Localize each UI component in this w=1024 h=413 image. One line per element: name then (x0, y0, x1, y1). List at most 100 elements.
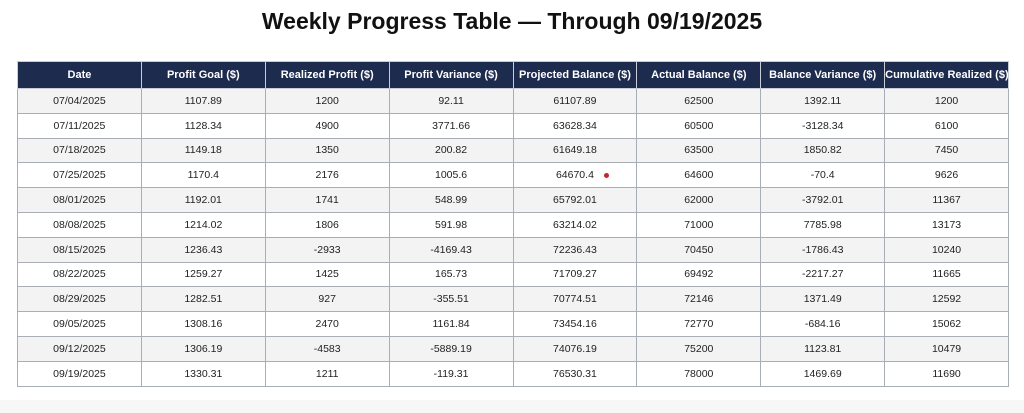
cell-balance-variance: -1786.43 (760, 236, 886, 263)
weekly-progress-table: Date Profit Goal ($) Realized Profit ($)… (17, 61, 1009, 387)
cell-actual-balance: 62500 (636, 88, 762, 114)
cell-realized-profit: -4583 (264, 335, 390, 362)
cell-cumulative-realized: 6100 (884, 112, 1009, 139)
cell-actual-balance: 72146 (636, 286, 762, 313)
cell-profit-variance: 165.73 (388, 261, 514, 288)
cell-profit-goal: 1214.02 (140, 211, 266, 238)
column-header-realized-profit: Realized Profit ($) (264, 61, 390, 89)
cell-balance-variance: 7785.98 (760, 211, 886, 238)
cell-projected-balance: 61107.89 (512, 88, 638, 114)
cell-realized-profit: 1211 (264, 360, 390, 387)
cell-realized-profit: 2470 (264, 311, 390, 337)
table-row: 08/15/2025 1236.43 -2933 -4169.43 72236.43 70… (17, 236, 1009, 263)
cell-actual-balance: 75200 (636, 335, 762, 362)
cell-profit-goal: 1308.16 (140, 311, 266, 337)
column-header-date: Date (17, 61, 142, 89)
cell-profit-variance: 1161.84 (388, 311, 514, 337)
cell-profit-variance: -119.31 (388, 360, 514, 387)
cell-cumulative-realized: 7450 (884, 137, 1009, 164)
cell-date: 07/18/2025 (17, 137, 142, 164)
cell-balance-variance: -3128.34 (760, 112, 886, 139)
table-row: 09/05/2025 1308.16 2470 1161.84 73454.16 7277… (17, 311, 1009, 337)
cell-realized-profit: 4900 (264, 112, 390, 139)
cell-date: 09/19/2025 (17, 360, 142, 387)
cell-cumulative-realized: 10479 (884, 335, 1009, 362)
projected-balance-value: 64670.4 (555, 169, 594, 182)
cell-profit-goal: 1192.01 (140, 187, 266, 213)
cell-cumulative-realized: 9626 (884, 162, 1009, 189)
cell-profit-goal: 1236.43 (140, 236, 266, 263)
cell-projected-balance: 72236.43 (512, 236, 638, 263)
cell-projected-balance: 64670.4 (512, 162, 638, 189)
cell-cumulative-realized: 11665 (884, 261, 1009, 288)
cell-date: 08/01/2025 (17, 187, 142, 213)
cell-profit-goal: 1282.51 (140, 286, 266, 313)
cell-realized-profit: 1425 (264, 261, 390, 288)
cell-profit-variance: -355.51 (388, 286, 514, 313)
cell-realized-profit: 1741 (264, 187, 390, 213)
cell-date: 09/05/2025 (17, 311, 142, 337)
cell-date: 08/29/2025 (17, 286, 142, 313)
cell-cumulative-realized: 15062 (884, 311, 1009, 337)
cell-actual-balance: 64600 (636, 162, 762, 189)
cell-realized-profit: 2176 (264, 162, 390, 189)
cell-profit-goal: 1259.27 (140, 261, 266, 288)
cell-realized-profit: 1350 (264, 137, 390, 164)
cell-actual-balance: 63500 (636, 137, 762, 164)
cell-balance-variance: -3792.01 (760, 187, 886, 213)
cell-date: 08/22/2025 (17, 261, 142, 288)
cell-cumulative-realized: 11690 (884, 360, 1009, 387)
cell-balance-variance: -2217.27 (760, 261, 886, 288)
cell-realized-profit: 1806 (264, 211, 390, 238)
table-body: 07/04/2025 1107.89 1200 92.11 61107.89 62500 1… (17, 88, 1009, 387)
cell-date: 08/08/2025 (17, 211, 142, 238)
cell-projected-balance: 74076.19 (512, 335, 638, 362)
cell-profit-variance: 548.99 (388, 187, 514, 213)
cell-balance-variance: 1850.82 (760, 137, 886, 164)
cell-profit-variance: 92.11 (388, 88, 514, 114)
table-row: 07/25/2025 1170.4 2176 1005.6 64670.4 64600 -7… (17, 162, 1009, 189)
cell-profit-goal: 1128.34 (140, 112, 266, 139)
cell-cumulative-realized: 10240 (884, 236, 1009, 263)
cell-profit-goal: 1149.18 (140, 137, 266, 164)
cell-cumulative-realized: 11367 (884, 187, 1009, 213)
bottom-band (0, 400, 1024, 413)
table-row: 07/04/2025 1107.89 1200 92.11 61107.89 62500 1… (17, 88, 1009, 114)
page-title: Weekly Progress Table — Through 09/19/20… (261, 8, 763, 34)
cell-cumulative-realized: 1200 (884, 88, 1009, 114)
cell-realized-profit: 927 (264, 286, 390, 313)
cell-profit-goal: 1306.19 (140, 335, 266, 362)
cell-projected-balance: 63214.02 (512, 211, 638, 238)
header-row: Date Profit Goal ($) Realized Profit ($)… (17, 61, 1009, 89)
marker-dot-icon (604, 172, 610, 178)
table-row: 08/22/2025 1259.27 1425 165.73 71709.27 69492… (17, 261, 1009, 288)
cell-balance-variance: 1469.69 (760, 360, 886, 387)
cell-profit-variance: -5889.19 (388, 335, 514, 362)
column-header-profit-goal: Profit Goal ($) (140, 61, 266, 89)
cell-balance-variance: -684.16 (760, 311, 886, 337)
cell-date: 07/11/2025 (17, 112, 142, 139)
column-header-cumulative-realized: Cumulative Realized ($) (884, 61, 1009, 89)
cell-date: 08/15/2025 (17, 236, 142, 263)
cell-projected-balance: 65792.01 (512, 187, 638, 213)
cell-projected-balance: 63628.34 (512, 112, 638, 139)
cell-actual-balance: 62000 (636, 187, 762, 213)
cell-profit-variance: -4169.43 (388, 236, 514, 263)
table-row: 08/29/2025 1282.51 927 -355.51 70774.51 72146… (17, 286, 1009, 313)
cell-realized-profit: -2933 (264, 236, 390, 263)
table-row: 07/11/2025 1128.34 4900 3771.66 63628.34 6050… (17, 112, 1009, 139)
cell-projected-balance: 61649.18 (512, 137, 638, 164)
cell-projected-balance: 73454.16 (512, 311, 638, 337)
cell-profit-goal: 1170.4 (140, 162, 266, 189)
column-header-profit-variance: Profit Variance ($) (388, 61, 514, 89)
cell-profit-variance: 1005.6 (388, 162, 514, 189)
cell-projected-balance: 70774.51 (512, 286, 638, 313)
cell-profit-variance: 591.98 (388, 211, 514, 238)
table-row: 07/18/2025 1149.18 1350 200.82 61649.18 63500… (17, 137, 1009, 164)
cell-profit-goal: 1330.31 (140, 360, 266, 387)
cell-balance-variance: 1392.11 (760, 88, 886, 114)
cell-actual-balance: 69492 (636, 261, 762, 288)
table-row: 08/08/2025 1214.02 1806 591.98 63214.02 71000… (17, 211, 1009, 238)
cell-actual-balance: 70450 (636, 236, 762, 263)
cell-actual-balance: 72770 (636, 311, 762, 337)
